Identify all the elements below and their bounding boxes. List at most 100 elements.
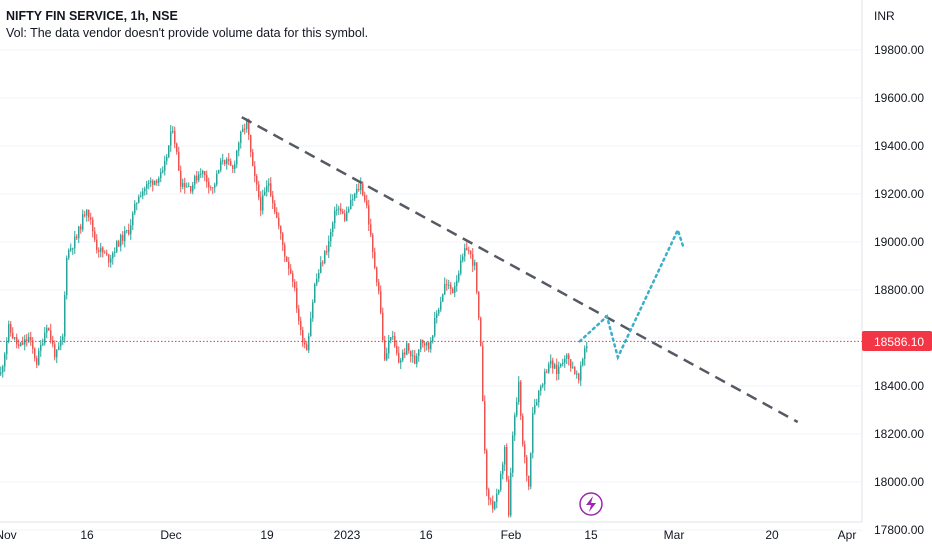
candle-body [48,327,50,331]
candle-body [114,251,116,253]
candle-body [542,384,544,387]
price-tick-label: 18800.00 [874,283,924,297]
lightning-icon[interactable] [579,492,603,516]
candle-body [494,501,496,509]
candle-body [360,183,362,190]
candle-body [324,251,326,264]
candle-body [38,350,40,365]
projection-path[interactable] [578,226,685,361]
candle-body [378,282,380,292]
price-tick-label: 18400.00 [874,379,924,393]
candle-body [70,248,72,251]
last-price-value: 18586.10 [874,335,924,349]
candle-body [90,217,92,220]
candle-body [228,159,230,162]
candle-body [156,180,158,183]
candle-body [130,225,132,235]
candle-body [216,173,218,185]
candle-body [60,340,62,347]
candle-body [6,341,8,355]
candle-body [316,278,318,285]
candle-body [406,343,408,355]
candle-body [64,295,66,337]
candle-body [580,365,582,381]
candle-body [108,254,110,263]
candle-body [148,182,150,184]
price-axis[interactable]: 17800.0018000.0018200.0018400.0018600.00… [874,43,924,537]
candle-body [340,208,342,212]
candle-body [206,175,208,182]
candle-body [264,191,266,196]
candle-body [402,352,404,361]
candle-body [58,346,60,350]
candle-body [254,166,256,177]
candle-body [182,182,184,187]
time-tick-label: Apr [838,528,857,542]
candle-body [534,405,536,414]
candle-body [350,199,352,210]
candle-body [230,161,232,166]
candle-body [164,160,166,171]
time-tick-label: 2023 [334,528,361,542]
candle-body [526,457,528,476]
time-axis[interactable]: Nov 16 Dec 19 2023 16 Feb 15 Mar 20 Apr [0,528,856,542]
candle-body [394,336,396,347]
candle-body [104,252,106,254]
symbol-title[interactable]: NIFTY FIN SERVICE, 1h, NSE [6,9,178,23]
candle-body [450,284,452,289]
candle-body [168,145,170,157]
candle-body [354,193,356,199]
candle-body [154,180,156,185]
candle-body [476,262,478,292]
candle-body [554,364,556,369]
candle-body [186,186,188,188]
candle-body [162,170,164,173]
candle-body [344,213,346,221]
candle-body [242,128,244,133]
candle-body [158,178,160,183]
candle-body [332,223,334,233]
candle-body [234,164,236,169]
candle-body [160,172,162,179]
candle-body [428,342,430,350]
candle-body [42,343,44,345]
candle-body [538,390,540,403]
candle-body [26,339,28,342]
candle-body [436,313,438,319]
candle-body [586,346,588,349]
candle-body [44,332,46,344]
candle-body [124,230,126,241]
candle-body [522,415,524,445]
candle-body [200,173,202,175]
candle-body [470,250,472,255]
candle-body [86,209,88,216]
candle-body [444,284,446,295]
candle-body [136,202,138,204]
price-tick-label: 19400.00 [874,139,924,153]
candle-body [330,232,332,242]
time-tick-label: 16 [419,528,433,542]
candle-body [546,371,548,373]
candle-body [540,386,542,391]
candle-body [442,294,444,302]
price-tick-label: 18000.00 [874,475,924,489]
candle-body [280,226,282,234]
candle-body [294,281,296,288]
candle-body [180,170,182,187]
candle-body [414,355,416,364]
candle-body [72,248,74,250]
candle-body [370,224,372,235]
candle-body [222,160,224,162]
candle-body [208,181,210,188]
candle-body [68,250,70,259]
candle-body [386,353,388,360]
candle-body [506,447,508,480]
candle-body [22,342,24,345]
volume-note: Vol: The data vendor doesn't provide vol… [6,26,369,40]
candle-body [410,350,412,357]
trendline[interactable] [241,116,799,424]
candle-body [336,209,338,211]
candle-body [122,235,124,241]
candle-body [250,134,252,153]
